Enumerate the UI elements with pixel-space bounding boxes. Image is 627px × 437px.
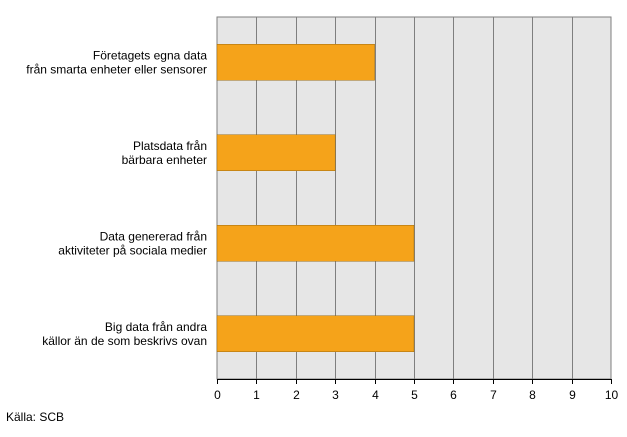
category-label: Platsdata från xyxy=(133,139,207,153)
x-tick-label: 10 xyxy=(605,388,619,402)
x-tick-label: 7 xyxy=(490,388,497,402)
category-label: Big data från andra xyxy=(105,320,207,334)
x-tick-label: 8 xyxy=(529,388,536,402)
bar xyxy=(216,225,415,262)
category-label: Data genererad från xyxy=(100,229,207,243)
category-label: bärbara enheter xyxy=(122,153,207,167)
x-tick-label: 5 xyxy=(411,388,418,402)
x-tick-label: 9 xyxy=(569,388,576,402)
x-axis: 0 1 2 3 4 5 6 7 8 9 10 xyxy=(214,379,618,402)
x-tick-label: 0 xyxy=(214,388,221,402)
x-tick-label: 6 xyxy=(450,388,457,402)
category-label: källor än de som beskrivs ovan xyxy=(42,334,207,348)
category-label: aktiviteter på sociala medier xyxy=(58,243,207,257)
category-label: från smarta enheter eller sensorer xyxy=(26,62,207,76)
category-label: Företagets egna data xyxy=(93,48,207,62)
x-tick-label: 4 xyxy=(372,388,379,402)
bar xyxy=(216,44,375,81)
bars xyxy=(216,44,415,352)
source-note: Källa: SCB xyxy=(6,410,65,424)
x-tick-label: 2 xyxy=(293,388,300,402)
bar xyxy=(216,134,336,171)
bar xyxy=(216,315,415,352)
x-tick-label: 3 xyxy=(332,388,339,402)
x-tick-label: 1 xyxy=(253,388,260,402)
